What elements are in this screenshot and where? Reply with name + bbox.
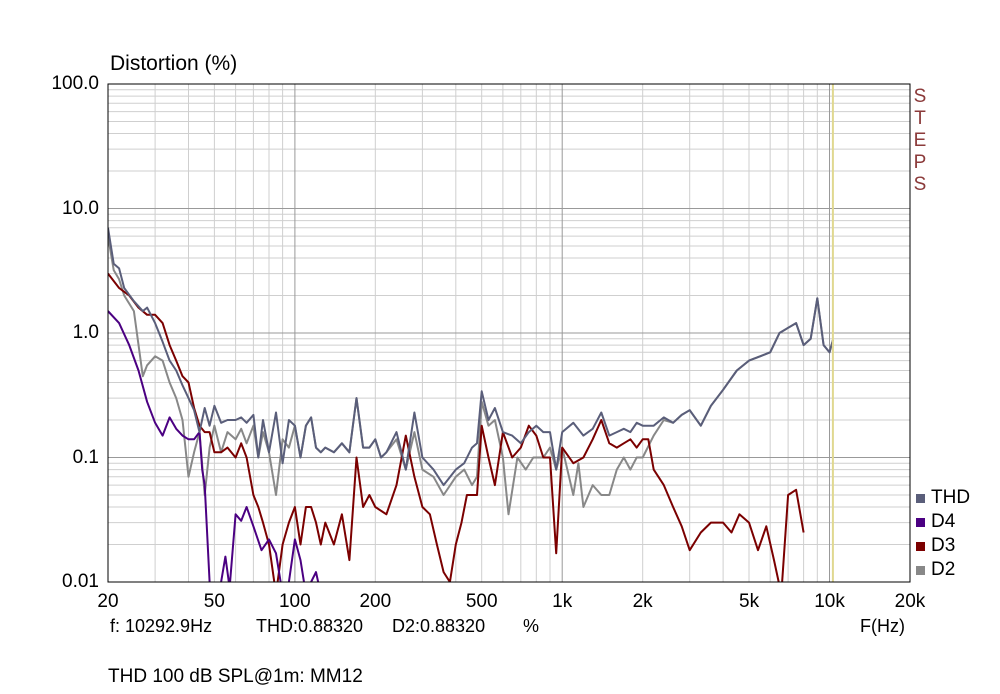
y-tick-label: 100.0 [51, 73, 99, 94]
legend-label: D2 [931, 559, 956, 580]
x-tick-label: 500 [465, 591, 498, 612]
x-tick-label: 50 [203, 591, 225, 612]
x-axis-label: F(Hz) [860, 616, 905, 636]
legend-swatch [916, 565, 925, 575]
x-tick-label: 2k [632, 591, 653, 612]
y-tick-label: 0.1 [72, 446, 99, 468]
x-tick-label: 5k [739, 591, 760, 612]
series-line-d3 [108, 272, 805, 582]
legend-item-d4[interactable]: D4 [916, 510, 970, 534]
legend-swatch [916, 517, 925, 527]
series-line-thd [108, 227, 834, 487]
steps-letter: T [914, 108, 926, 129]
cursor-d2-readout: D2:0.88320 [392, 616, 486, 636]
legend-label: D3 [931, 535, 956, 556]
steps-letter: S [913, 86, 927, 107]
legend-item-d3[interactable]: D3 [916, 534, 970, 558]
steps-letter: P [913, 152, 927, 173]
x-tick-label: 20k [894, 591, 926, 612]
legend-item-thd[interactable]: THD [916, 486, 970, 510]
steps-letter: E [913, 130, 927, 151]
cursor-frequency-readout: f: 10292.9Hz [110, 616, 213, 636]
y-tick-label: 0.01 [62, 571, 99, 592]
x-tick-label: 10k [814, 591, 845, 612]
legend-swatch [916, 541, 925, 551]
y-tick-label: 1.0 [72, 322, 99, 343]
series-layer [108, 227, 834, 582]
chart-footer: THD 100 dB SPL@1m: MM12 [108, 666, 363, 687]
chart-title: Distortion (%) [110, 52, 238, 75]
x-tick-label: 1k [552, 591, 573, 612]
x-tick-label: 200 [359, 591, 392, 612]
plot-frame [107, 83, 911, 583]
x-tick-label: 100 [278, 591, 311, 612]
readout-unit: % [523, 616, 540, 636]
cursor-thd-readout: THD:0.88320 [256, 616, 364, 636]
legend-swatch [916, 493, 925, 503]
x-tick-label: 20 [97, 591, 119, 612]
y-tick-label: 10.0 [62, 197, 99, 219]
legend: THD D4 D3 D2 [916, 486, 970, 582]
legend-label: THD [931, 487, 971, 508]
legend-item-d2[interactable]: D2 [916, 558, 970, 582]
legend-label: D4 [931, 511, 956, 532]
steps-letter: S [913, 174, 927, 195]
series-line-d4 [108, 310, 320, 582]
